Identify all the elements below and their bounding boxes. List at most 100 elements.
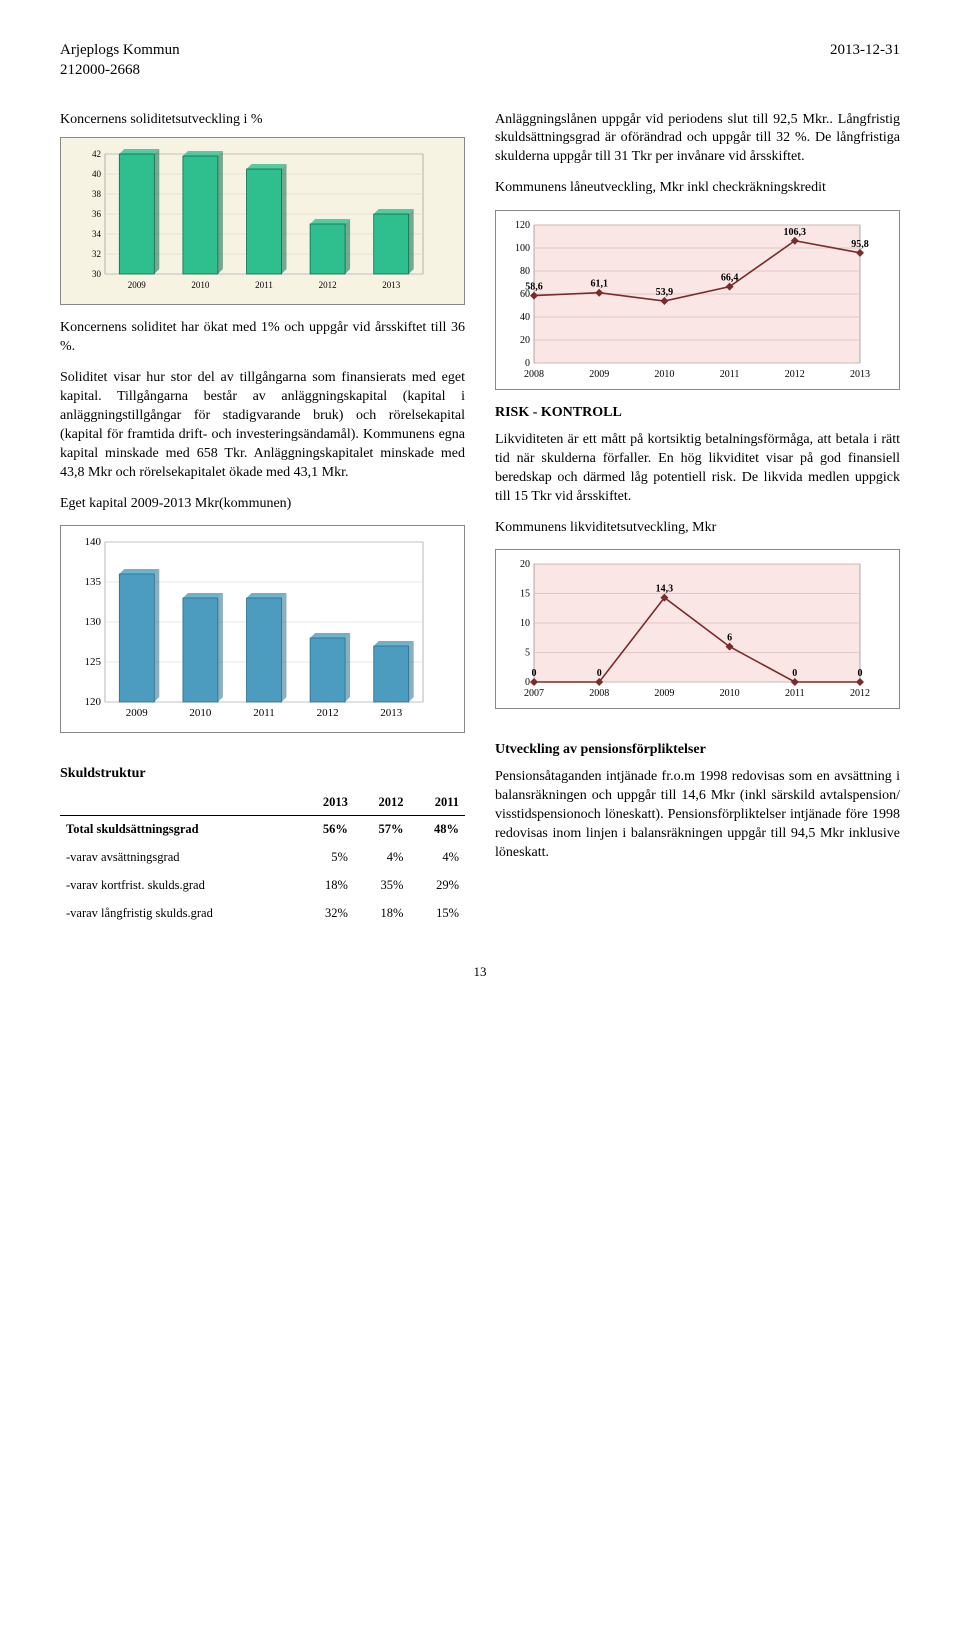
table-cell: -varav kortfrist. skulds.grad [60, 872, 298, 900]
left-p2: Soliditet visar hur stor del av tillgång… [60, 369, 465, 482]
svg-text:0: 0 [525, 677, 530, 688]
table-cell: 15% [409, 900, 465, 928]
svg-text:2008: 2008 [589, 688, 609, 699]
table-cell: -varav långfristig skulds.grad [60, 900, 298, 928]
svg-text:80: 80 [520, 266, 530, 277]
org-id: 212000-2668 [60, 60, 180, 80]
table-cell: -varav avsättningsgrad [60, 844, 298, 872]
svg-text:61,1: 61,1 [590, 279, 608, 290]
svg-text:20: 20 [520, 335, 530, 346]
svg-text:0: 0 [597, 668, 602, 679]
likviditet-chart: 05101520020070200814,3200962010020110201… [495, 549, 900, 709]
eget-kapital-chart: 120 125 130 135 140 2009 2010 2011 2012 2013 [60, 525, 465, 733]
header-left: Arjeplogs Kommun 212000-2668 [60, 40, 180, 81]
table-header: 2013 [298, 790, 354, 815]
right-column: Anläggningslånen uppgår vid periodens sl… [495, 111, 900, 928]
table-cell: 4% [409, 844, 465, 872]
left-column: Koncernens soliditetsutveckling i % 30 32… [60, 111, 465, 928]
table-cell: Total skuldsättningsgrad [60, 816, 298, 844]
table-row: -varav avsättningsgrad5%4%4% [60, 844, 465, 872]
table-header [60, 790, 298, 815]
svg-text:2009: 2009 [126, 707, 149, 719]
svg-text:2012: 2012 [785, 369, 805, 380]
table-cell: 32% [298, 900, 354, 928]
svg-text:2011: 2011 [255, 280, 273, 290]
table-header: 2012 [354, 790, 410, 815]
soliditet-chart: 3032343638404220092010201120122013 [60, 137, 465, 305]
table-cell: 18% [354, 900, 410, 928]
svg-text:120: 120 [85, 696, 102, 708]
svg-text:36: 36 [92, 209, 102, 219]
svg-text:2009: 2009 [589, 369, 609, 380]
table-cell: 5% [298, 844, 354, 872]
svg-text:58,6: 58,6 [525, 282, 543, 293]
table-cell: 48% [409, 816, 465, 844]
right-p1: Anläggningslånen uppgår vid periodens sl… [495, 111, 900, 168]
org-name: Arjeplogs Kommun [60, 40, 180, 60]
svg-text:20: 20 [520, 559, 530, 570]
svg-text:120: 120 [515, 220, 530, 231]
table-cell: 18% [298, 872, 354, 900]
svg-text:0: 0 [532, 668, 537, 679]
svg-text:106,3: 106,3 [784, 227, 807, 238]
left-p3: Eget kapital 2009-2013 Mkr(kommunen) [60, 495, 465, 514]
table-cell: 4% [354, 844, 410, 872]
right-p5: Pensionsåtaganden intjänade fr.o.m 1998 … [495, 768, 900, 862]
right-p3: Likviditeten är ett mått på kortsiktig b… [495, 431, 900, 507]
svg-text:40: 40 [92, 169, 102, 179]
svg-text:30: 30 [92, 269, 102, 279]
svg-text:0: 0 [858, 668, 863, 679]
left-p1: Koncernens soliditet har ökat med 1% och… [60, 319, 465, 357]
svg-text:0: 0 [525, 358, 530, 369]
table-row: -varav långfristig skulds.grad32%18%15% [60, 900, 465, 928]
right-p4: Kommunens likviditetsutveckling, Mkr [495, 519, 900, 538]
svg-text:0: 0 [792, 668, 797, 679]
svg-text:125: 125 [85, 656, 102, 668]
svg-text:38: 38 [92, 189, 102, 199]
page-number: 13 [60, 963, 900, 981]
page-header: Arjeplogs Kommun 212000-2668 2013-12-31 [60, 40, 900, 81]
svg-text:14,3: 14,3 [656, 584, 674, 595]
skuld-title: Skuldstruktur [60, 765, 465, 784]
svg-text:2009: 2009 [128, 280, 147, 290]
svg-text:40: 40 [520, 312, 530, 323]
svg-text:100: 100 [515, 243, 530, 254]
svg-text:42: 42 [92, 149, 101, 159]
chart1-title: Koncernens soliditetsutveckling i % [60, 111, 465, 130]
svg-text:2013: 2013 [382, 280, 401, 290]
svg-text:2012: 2012 [850, 688, 870, 699]
svg-text:2011: 2011 [720, 369, 740, 380]
svg-text:53,9: 53,9 [656, 287, 674, 298]
svg-text:2009: 2009 [654, 688, 674, 699]
table-cell: 35% [354, 872, 410, 900]
main-columns: Koncernens soliditetsutveckling i % 30 32… [60, 111, 900, 928]
svg-text:2013: 2013 [380, 707, 403, 719]
svg-text:2010: 2010 [189, 707, 212, 719]
svg-text:66,4: 66,4 [721, 273, 739, 284]
pension-title: Utveckling av pensionsförpliktelser [495, 741, 900, 760]
skuld-table: 201320122011 Total skuldsättningsgrad56%… [60, 790, 465, 927]
svg-text:2010: 2010 [720, 688, 740, 699]
svg-text:2013: 2013 [850, 369, 870, 380]
table-cell: 29% [409, 872, 465, 900]
right-p2: Kommunens låneutveckling, Mkr inkl check… [495, 179, 900, 198]
header-date: 2013-12-31 [830, 40, 900, 81]
table-header: 2011 [409, 790, 465, 815]
svg-text:2011: 2011 [253, 707, 275, 719]
risk-title: RISK - KONTROLL [495, 404, 900, 423]
svg-text:95,8: 95,8 [851, 239, 869, 250]
table-row: Total skuldsättningsgrad56%57%48% [60, 816, 465, 844]
svg-text:2010: 2010 [191, 280, 210, 290]
table-cell: 57% [354, 816, 410, 844]
svg-text:130: 130 [85, 616, 102, 628]
svg-text:2012: 2012 [319, 280, 337, 290]
svg-text:10: 10 [520, 618, 530, 629]
svg-text:2011: 2011 [785, 688, 805, 699]
svg-text:2012: 2012 [317, 707, 339, 719]
svg-text:5: 5 [525, 648, 530, 659]
svg-text:140: 140 [85, 536, 102, 548]
svg-text:6: 6 [727, 633, 732, 644]
laneutveckling-chart: 02040608010012058,6200861,1200953,920106… [495, 210, 900, 390]
table-row: -varav kortfrist. skulds.grad18%35%29% [60, 872, 465, 900]
svg-text:135: 135 [85, 576, 102, 588]
